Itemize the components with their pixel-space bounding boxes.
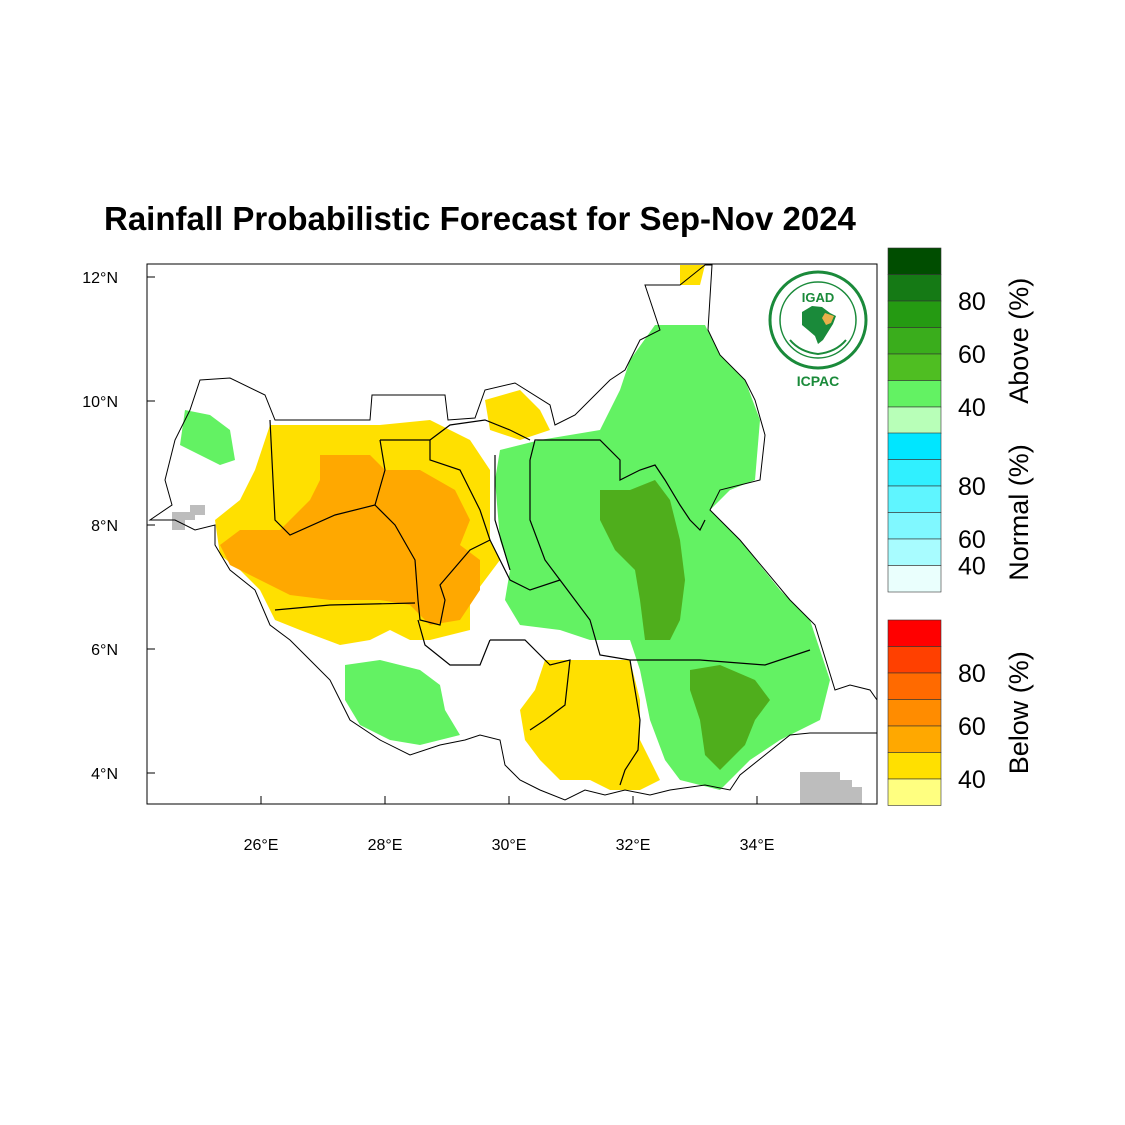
colorbar-cell: [887, 512, 942, 540]
y-tick-label: 12°N: [82, 270, 118, 287]
x-tick-label: 34°E: [740, 837, 775, 854]
no-data-patch-west: [172, 505, 205, 530]
colorbar-cell: [887, 778, 942, 806]
colorbar-label: 80: [958, 288, 986, 316]
x-tick-label: 26°E: [244, 837, 279, 854]
map-title: Rainfall Probabilistic Forecast for Sep-…: [104, 200, 856, 237]
map-plot-area: [148, 264, 877, 804]
country-outline: [148, 264, 877, 801]
icpac-logo: IGAD ICPAC: [768, 270, 868, 389]
colorbar-cell: [887, 327, 942, 355]
below-50-region: [220, 455, 480, 625]
above-50-region-southeast: [690, 665, 770, 770]
above-40-region-northwest: [180, 410, 235, 465]
colorbar-cell: [887, 565, 942, 593]
colorbar-label: 40: [958, 553, 986, 581]
colorbar-cell: [887, 538, 942, 566]
colorbar-label: 60: [958, 341, 986, 369]
colorbar-cell: [887, 646, 942, 674]
x-axis: 26°E 28°E 30°E 32°E 34°E: [244, 796, 775, 854]
y-tick-label: 10°N: [82, 394, 118, 411]
colorbar-cell: [887, 699, 942, 727]
colorbar-label: 60: [958, 526, 986, 554]
colorbar-cell: [887, 380, 942, 408]
colorbar-label: 40: [958, 766, 986, 794]
colorbar-cell: [887, 752, 942, 780]
colorbar-cell: [887, 432, 942, 460]
colorbar-cell: [887, 672, 942, 700]
plot-frame: [146, 263, 878, 805]
colorbar-cell: [887, 406, 942, 434]
above-40-region-southwest: [345, 660, 460, 745]
colorbar-label: 80: [958, 660, 986, 688]
logo-top-text: IGAD: [802, 290, 835, 305]
colorbar-cell: [887, 619, 942, 647]
colorbar-cell: [887, 247, 942, 275]
below-40-region-north: [485, 390, 550, 440]
logo-bottom-text: ICPAC: [797, 373, 840, 389]
colorbar-group-title: Below (%): [1004, 651, 1034, 774]
forecast-regions: [172, 265, 862, 804]
colorbar-label: 80: [958, 473, 986, 501]
colorbar-cell: [887, 300, 942, 328]
no-data-patch-southeast: [800, 772, 862, 804]
colorbar-group-title: Normal (%): [1004, 444, 1034, 581]
colorbar-group-title: Above (%): [1004, 278, 1034, 404]
above-50-region-central: [600, 480, 685, 640]
colorbar-cell: [887, 274, 942, 302]
y-tick-label: 6°N: [91, 642, 118, 659]
logo-laurel-icon: [789, 339, 847, 356]
x-tick-label: 30°E: [492, 837, 527, 854]
y-tick-label: 8°N: [91, 518, 118, 535]
x-tick-label: 28°E: [368, 837, 403, 854]
colorbar-label: 60: [958, 713, 986, 741]
colorbar-cell: [887, 353, 942, 381]
colorbar-cell: [887, 725, 942, 753]
logo-region-icon: [822, 313, 834, 325]
state-borders: [269, 419, 811, 786]
colorbar-cell: [887, 459, 942, 487]
below-40-region-south: [520, 660, 660, 790]
y-axis: 12°N 10°N 8°N 6°N 4°N: [82, 270, 155, 783]
colorbar-cell: [887, 485, 942, 513]
colorbar-label: 40: [958, 394, 986, 422]
y-tick-label: 4°N: [91, 766, 118, 783]
x-tick-label: 32°E: [616, 837, 651, 854]
